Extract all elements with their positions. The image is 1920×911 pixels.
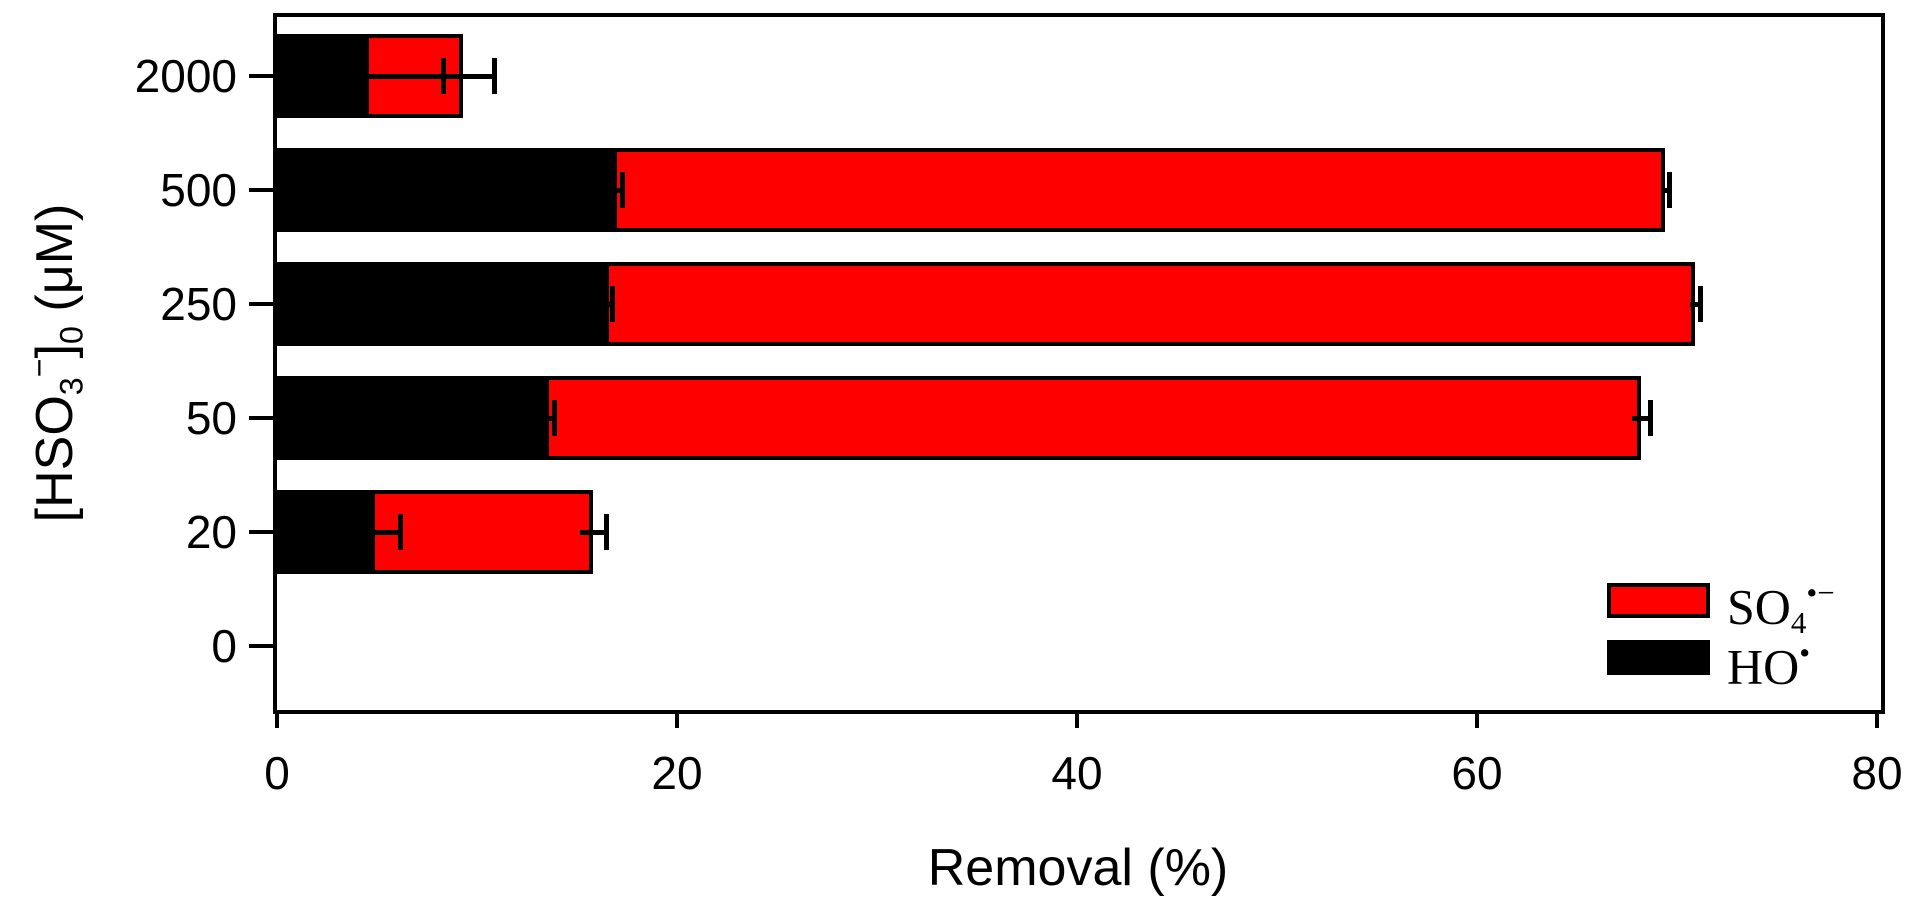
x-tick-label: 80 — [1817, 748, 1920, 798]
ho-error-cap — [620, 172, 625, 208]
total-error-cap — [1648, 400, 1653, 436]
bar-row-50 — [277, 376, 1641, 460]
legend-label-ho: HO• — [1727, 626, 1810, 694]
x-tick-mark — [1875, 710, 1879, 728]
bar-segment-ho — [277, 380, 549, 456]
bar-row-500 — [277, 148, 1665, 232]
legend-swatch-ho — [1607, 640, 1710, 675]
bar-segment-so4 — [617, 152, 1661, 228]
ho-error-cap — [552, 400, 557, 436]
total-error-line — [580, 530, 606, 535]
bar-segment-ho — [277, 38, 369, 114]
total-error-cap — [1698, 286, 1703, 322]
bar-row-250 — [277, 262, 1695, 346]
y-tick-mark — [249, 644, 277, 648]
total-error-cap — [604, 514, 609, 550]
y-tick-label: 50 — [57, 393, 237, 443]
bar-segment-so4 — [375, 494, 589, 570]
x-tick-label: 60 — [1417, 748, 1537, 798]
y-axis-title: [HSO3−]0 (μM) — [10, 63, 68, 663]
legend-swatch-so4 — [1607, 583, 1710, 618]
y-tick-label: 250 — [57, 279, 237, 329]
stacked-bar-chart: [HSO3−]0 (μM) Removal (%) 20005002505020… — [0, 0, 1920, 911]
bar-segment-ho — [277, 152, 617, 228]
x-tick-label: 40 — [1017, 748, 1137, 798]
total-error-cap — [492, 58, 497, 94]
bar-segment-so4 — [549, 380, 1637, 456]
total-error-cap — [1667, 172, 1672, 208]
bar-segment-ho — [277, 266, 609, 342]
y-tick-mark — [249, 530, 277, 534]
x-tick-mark — [1475, 710, 1479, 728]
x-tick-mark — [275, 710, 279, 728]
y-tick-mark — [249, 188, 277, 192]
ho-error-cap — [398, 514, 403, 550]
x-tick-mark — [1075, 710, 1079, 728]
x-tick-label: 20 — [617, 748, 737, 798]
y-tick-mark — [249, 302, 277, 306]
y-tick-label: 0 — [57, 621, 237, 671]
y-tick-mark — [249, 74, 277, 78]
bar-segment-ho — [277, 494, 375, 570]
ho-error-line — [375, 530, 400, 535]
total-error-line — [432, 74, 494, 79]
x-tick-label: 0 — [217, 748, 337, 798]
y-tick-label: 500 — [57, 165, 237, 215]
bar-row-20 — [277, 490, 593, 574]
y-tick-mark — [249, 416, 277, 420]
bar-segment-so4 — [609, 266, 1691, 342]
y-tick-label: 2000 — [57, 51, 237, 101]
x-tick-mark — [675, 710, 679, 728]
x-axis-title: Removal (%) — [678, 840, 1478, 896]
ho-error-cap — [610, 286, 615, 322]
y-tick-label: 20 — [57, 507, 237, 557]
